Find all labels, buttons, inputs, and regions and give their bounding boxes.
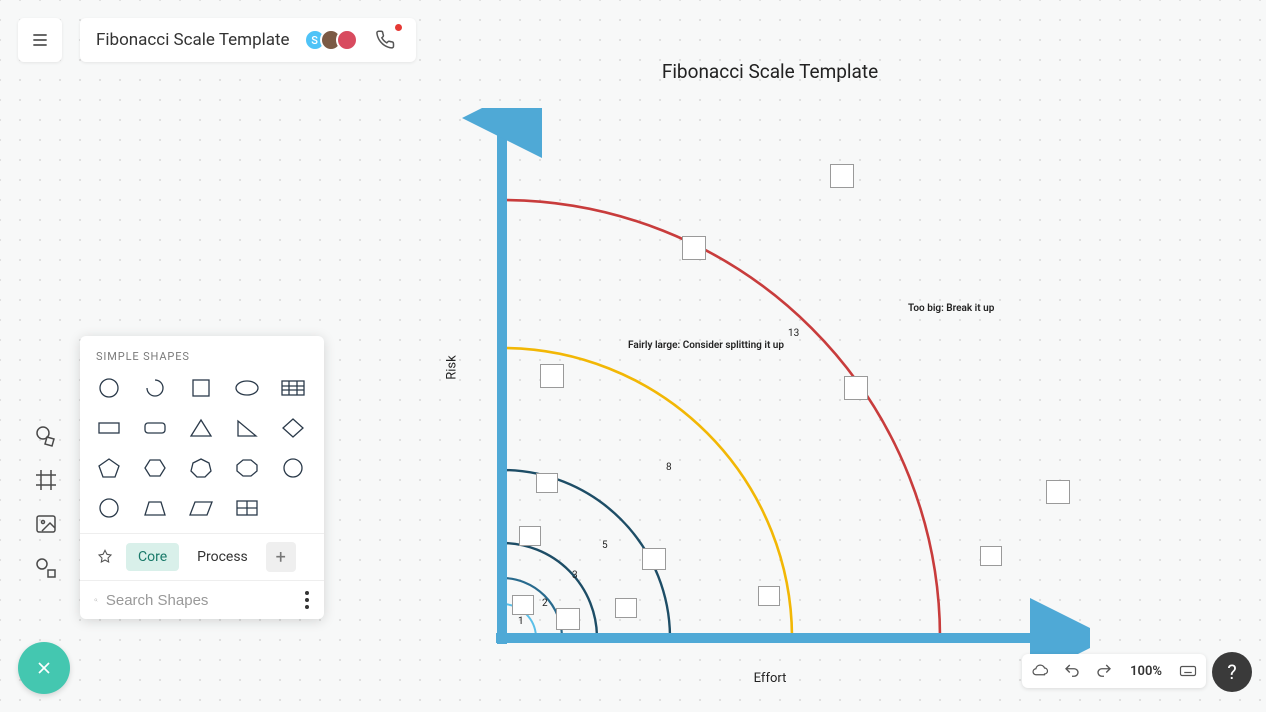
shape-search-input[interactable]: [106, 592, 305, 609]
shape-search-row: [80, 580, 324, 619]
undo-icon[interactable]: [1062, 661, 1082, 681]
fibonacci-number-label: 2: [542, 598, 548, 609]
document-title-card[interactable]: Fibonacci Scale Template S: [80, 18, 416, 62]
shape-rectangle[interactable]: [94, 413, 124, 443]
story-card[interactable]: [540, 364, 564, 388]
shape-triangle[interactable]: [186, 413, 216, 443]
fibonacci-number-label: 8: [666, 462, 672, 473]
shape-arc[interactable]: [140, 373, 170, 403]
search-icon: [94, 591, 98, 609]
help-button[interactable]: ?: [1212, 652, 1252, 692]
collaborator-avatar[interactable]: [336, 29, 358, 51]
shape-trapezoid[interactable]: [140, 493, 170, 523]
left-tool-rail: [30, 420, 62, 584]
story-card[interactable]: [1046, 480, 1070, 504]
shape-decagon[interactable]: [94, 493, 124, 523]
keyboard-icon[interactable]: [1178, 661, 1198, 681]
fibonacci-number-label: 13: [788, 328, 799, 339]
shape-heptagon[interactable]: [186, 453, 216, 483]
shape-rounded-rectangle[interactable]: [140, 413, 170, 443]
shape-diamond[interactable]: [278, 413, 308, 443]
tab-core[interactable]: Core: [126, 543, 179, 571]
shape-parallelogram[interactable]: [186, 493, 216, 523]
shape-category-tabs: Core Process +: [80, 533, 324, 580]
fibonacci-number-label: 5: [602, 540, 608, 551]
shapes-panel-title: SIMPLE SHAPES: [96, 350, 190, 363]
more-options-icon[interactable]: [305, 591, 310, 609]
image-tool-icon[interactable]: [30, 508, 62, 540]
fibonacci-number-label: 1: [518, 616, 524, 627]
story-card[interactable]: [556, 608, 580, 630]
collaborator-avatars[interactable]: S: [304, 29, 358, 51]
shape-nonagon[interactable]: [278, 453, 308, 483]
shape-ellipse[interactable]: [232, 373, 262, 403]
shapes-tool-icon[interactable]: [30, 420, 62, 452]
tab-process[interactable]: Process: [185, 543, 260, 571]
story-card[interactable]: [512, 595, 534, 615]
story-card[interactable]: [615, 598, 637, 618]
shape-pentagon[interactable]: [94, 453, 124, 483]
add-tab-button[interactable]: +: [266, 542, 296, 572]
shape-octagon[interactable]: [232, 453, 262, 483]
story-card[interactable]: [830, 164, 854, 188]
redo-icon[interactable]: [1094, 661, 1114, 681]
story-card[interactable]: [536, 473, 558, 493]
story-card[interactable]: [519, 526, 541, 546]
close-panel-button[interactable]: [18, 642, 70, 694]
chart-annotation: Too big: Break it up: [908, 303, 994, 314]
call-notification-badge: [395, 24, 402, 31]
y-axis-label: Risk: [445, 355, 460, 379]
x-axis-label: Effort: [754, 671, 787, 686]
canvas-title: Fibonacci Scale Template: [450, 60, 1090, 83]
bottom-status-bar: 100%: [1022, 654, 1206, 688]
pin-icon[interactable]: [90, 542, 120, 572]
shape-grid[interactable]: [232, 493, 262, 523]
shape-square[interactable]: [186, 373, 216, 403]
call-icon[interactable]: [372, 26, 400, 54]
story-card[interactable]: [758, 586, 780, 606]
hamburger-menu-button[interactable]: [18, 18, 62, 62]
shape-grid: [80, 373, 324, 533]
cloud-sync-icon[interactable]: [1030, 661, 1050, 681]
shape-right-triangle[interactable]: [232, 413, 262, 443]
draw-tool-icon[interactable]: [30, 552, 62, 584]
document-title: Fibonacci Scale Template: [96, 30, 290, 50]
fibonacci-number-label: 3: [572, 570, 578, 581]
canvas-area[interactable]: Fibonacci Scale Template Risk Effort 123…: [450, 60, 1090, 680]
chart-annotation: Fairly large: Consider splitting it up: [628, 340, 784, 351]
story-card[interactable]: [980, 546, 1002, 566]
story-card[interactable]: [642, 548, 666, 570]
zoom-level[interactable]: 100%: [1126, 664, 1166, 679]
story-card[interactable]: [682, 236, 706, 260]
shapes-panel: SIMPLE SHAPES Core Process +: [80, 336, 324, 619]
frame-tool-icon[interactable]: [30, 464, 62, 496]
shape-hexagon[interactable]: [140, 453, 170, 483]
shape-circle[interactable]: [94, 373, 124, 403]
top-bar: Fibonacci Scale Template S: [18, 18, 416, 62]
story-card[interactable]: [844, 376, 868, 400]
shape-table[interactable]: [278, 373, 308, 403]
